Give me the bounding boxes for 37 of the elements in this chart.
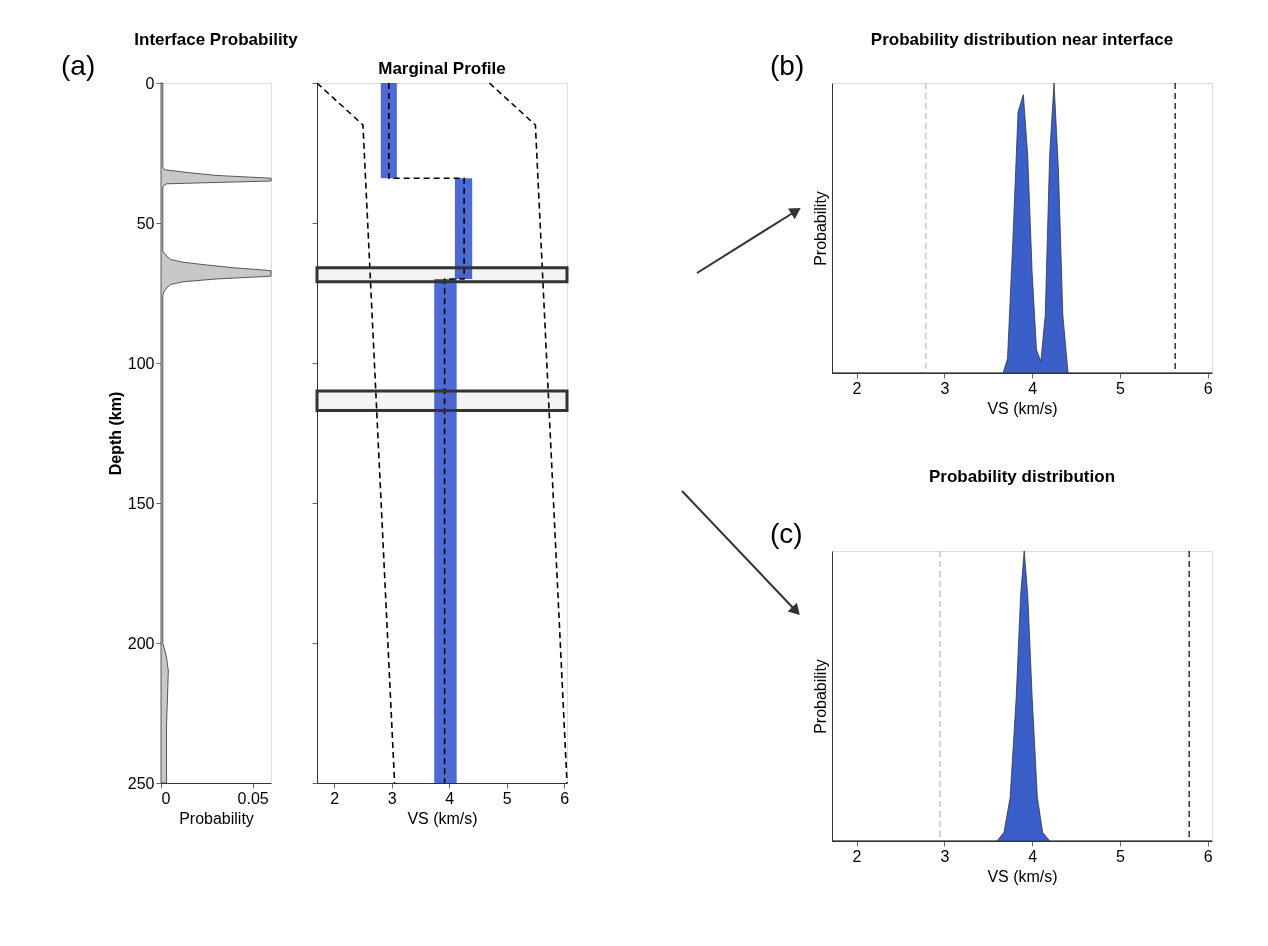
x-tick-label: 0 — [161, 789, 171, 807]
x-tick-label: 5 — [1115, 379, 1125, 397]
x-axis-title: VS (km/s) — [987, 867, 1058, 885]
text: (b) — [770, 50, 805, 81]
x-tick-label: 3 — [940, 847, 950, 865]
chart-title: Marginal Profile — [378, 59, 506, 79]
x-tick-label: 4 — [1028, 379, 1038, 397]
x-tick-label: 6 — [560, 789, 570, 807]
y-axis-title: Probability — [811, 659, 829, 734]
x-tick-label: 2 — [852, 379, 862, 397]
y-tick-label: 100 — [127, 354, 155, 372]
y-axis-title: Probability — [811, 191, 829, 266]
y-tick-label: 150 — [127, 494, 155, 512]
y-axis-title: Depth (km) — [106, 391, 124, 476]
x-tick-label: 4 — [445, 789, 455, 807]
y-tick-label: 250 — [127, 774, 155, 792]
x-tick-label: 5 — [502, 789, 512, 807]
x-tick-label: 2 — [330, 789, 340, 807]
text: (a) — [61, 50, 96, 81]
x-tick-label: 4 — [1028, 847, 1038, 865]
y-tick-label: 0 — [145, 74, 155, 92]
x-tick-label: 0.05 — [237, 789, 269, 807]
x-axis-title: Probability — [179, 809, 254, 827]
chart-title: Probability distribution near interface — [870, 30, 1174, 49]
x-tick-label: 5 — [1115, 847, 1125, 865]
x-axis-title: VS (km/s) — [407, 809, 478, 827]
y-tick-label: 50 — [136, 214, 155, 232]
y-tick-label: 200 — [127, 634, 155, 652]
text: (c) — [770, 518, 803, 549]
x-tick-label: 2 — [852, 847, 862, 865]
x-tick-label: 3 — [387, 789, 397, 807]
x-tick-label: 6 — [1203, 379, 1213, 397]
chart-title: Interface Probability — [134, 30, 299, 49]
x-axis-title: VS (km/s) — [987, 399, 1058, 417]
x-tick-label: 6 — [1203, 847, 1213, 865]
chart-title: Probability distribution — [928, 467, 1116, 486]
x-tick-label: 3 — [940, 379, 950, 397]
